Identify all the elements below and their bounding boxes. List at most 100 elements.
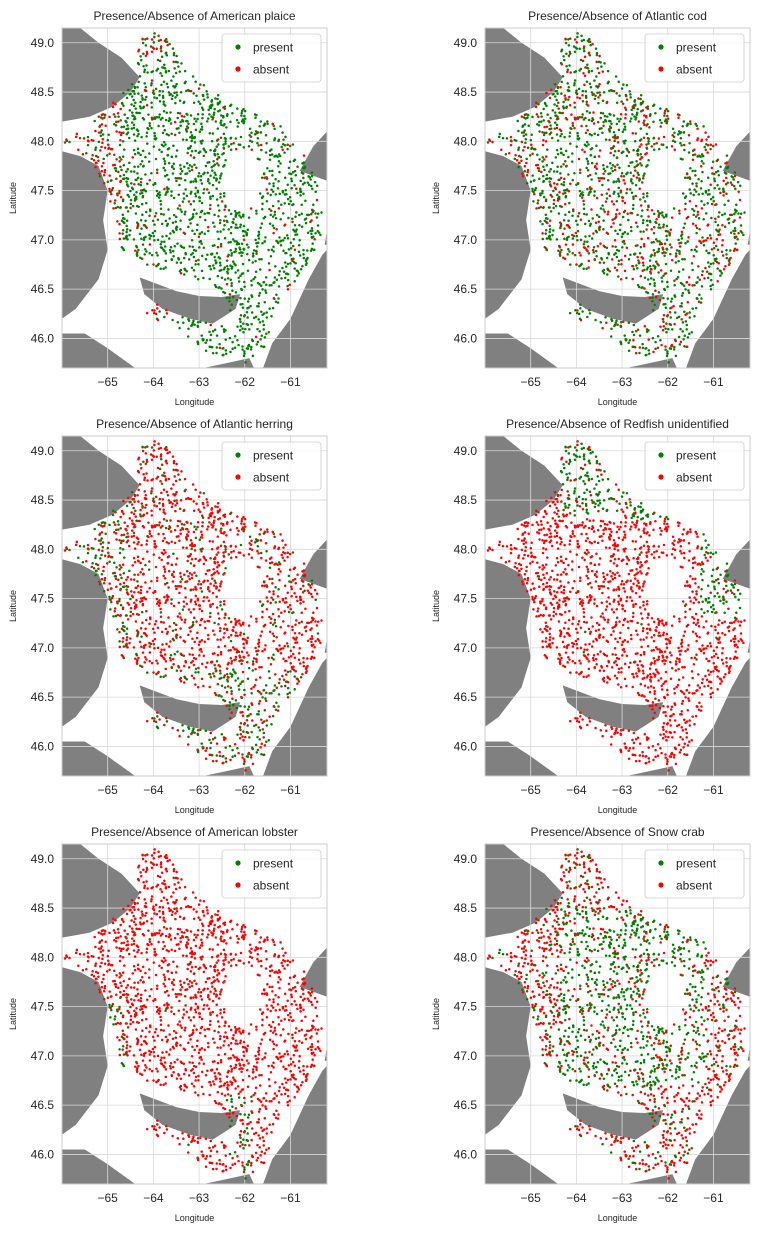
absent-point xyxy=(265,719,268,722)
present-point xyxy=(645,330,649,334)
present-point xyxy=(208,345,211,348)
absent-point xyxy=(264,559,268,562)
present-point xyxy=(654,112,657,115)
present-point xyxy=(543,168,546,172)
absent-point xyxy=(213,691,217,695)
absent-point xyxy=(223,513,227,516)
absent-point xyxy=(305,665,308,669)
present-point xyxy=(683,176,687,180)
present-point xyxy=(144,44,148,47)
present-point xyxy=(252,277,255,281)
absent-point xyxy=(647,338,650,341)
absent-point xyxy=(137,488,140,492)
absent-point xyxy=(261,610,264,614)
absent-legend-marker xyxy=(235,66,241,72)
present-point xyxy=(256,735,259,739)
absent-point xyxy=(132,525,136,529)
present-point xyxy=(606,273,609,276)
absent-point xyxy=(126,601,129,605)
absent-point xyxy=(176,615,180,618)
present-point xyxy=(124,237,128,240)
present-point xyxy=(653,303,656,306)
present-point xyxy=(169,654,173,657)
present-point xyxy=(171,47,175,50)
absent-point xyxy=(704,239,708,242)
present-point xyxy=(192,122,196,126)
absent-point xyxy=(623,201,627,205)
present-point xyxy=(217,143,220,146)
present-point xyxy=(174,220,178,223)
present-point xyxy=(231,748,234,752)
present-point xyxy=(286,670,290,674)
absent-point xyxy=(181,526,184,530)
present-point xyxy=(670,297,674,300)
present-point xyxy=(595,51,599,55)
absent-point xyxy=(616,141,620,144)
absent-point xyxy=(144,452,148,455)
present-point xyxy=(629,225,633,229)
absent-point xyxy=(158,59,162,63)
present-point xyxy=(162,103,165,106)
x-tick-label: −62 xyxy=(235,375,256,389)
absent-point xyxy=(132,512,136,516)
present-point xyxy=(292,260,296,264)
present-point xyxy=(185,162,189,165)
absent-point xyxy=(310,634,314,638)
present-point xyxy=(706,176,710,180)
absent-point xyxy=(245,718,249,722)
absent-point xyxy=(165,308,168,312)
scatter-points xyxy=(63,32,323,364)
present-point xyxy=(239,320,242,324)
present-point xyxy=(174,101,177,105)
present-point xyxy=(196,117,199,121)
absent-point xyxy=(250,148,254,152)
absent-point xyxy=(278,578,281,582)
absent-point xyxy=(133,560,137,564)
present-point xyxy=(246,708,250,711)
present-point xyxy=(246,300,250,303)
present-point xyxy=(296,678,300,681)
absent-point xyxy=(693,153,697,156)
present-point xyxy=(250,322,253,326)
absent-point xyxy=(207,516,210,520)
absent-point xyxy=(110,192,113,196)
present-point xyxy=(213,579,216,583)
absent-point xyxy=(108,190,111,193)
present-point xyxy=(229,212,233,216)
present-point xyxy=(699,301,703,304)
absent-point xyxy=(277,207,281,210)
absent-point xyxy=(115,585,118,588)
absent-point xyxy=(579,254,582,257)
present-point xyxy=(229,225,233,229)
absent-point xyxy=(132,541,136,544)
present-point xyxy=(229,672,232,675)
present-point xyxy=(700,285,704,288)
present-point xyxy=(268,169,271,173)
absent-point xyxy=(276,572,280,576)
present-point xyxy=(567,155,570,159)
present-point xyxy=(187,319,191,322)
present-point xyxy=(232,217,235,221)
absent-point xyxy=(192,677,196,680)
present-point xyxy=(562,100,565,104)
absent-point xyxy=(725,161,729,164)
present-point xyxy=(180,210,183,214)
present-point xyxy=(201,337,204,341)
present-point xyxy=(245,322,248,326)
present-point xyxy=(145,460,149,463)
land-shape xyxy=(203,358,254,368)
present-point xyxy=(696,297,699,300)
absent-point xyxy=(145,543,148,546)
absent-point xyxy=(146,479,149,482)
absent-point xyxy=(239,624,243,627)
absent-point xyxy=(599,242,602,245)
absent-point xyxy=(233,618,237,621)
absent-point xyxy=(642,136,646,139)
present-point xyxy=(625,147,628,151)
absent-point xyxy=(620,258,623,262)
present-point xyxy=(201,116,204,120)
absent-point xyxy=(212,572,215,576)
absent-point xyxy=(643,123,646,127)
absent-point xyxy=(117,170,120,174)
present-point xyxy=(133,165,136,169)
